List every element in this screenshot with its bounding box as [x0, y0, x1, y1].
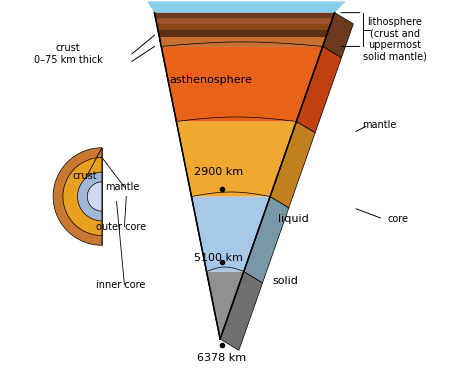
- Text: outer core: outer core: [96, 222, 146, 231]
- Text: core: core: [388, 214, 409, 224]
- Wedge shape: [63, 158, 102, 235]
- Wedge shape: [78, 172, 102, 221]
- Text: mantle: mantle: [363, 120, 397, 130]
- Polygon shape: [244, 197, 289, 283]
- Polygon shape: [158, 29, 328, 37]
- Polygon shape: [191, 197, 270, 271]
- Text: crust: crust: [73, 171, 97, 181]
- Text: lithosphere
(crust and
uppermost
solid mantle): lithosphere (crust and uppermost solid m…: [363, 17, 427, 61]
- Text: inner core: inner core: [96, 280, 146, 290]
- Polygon shape: [155, 12, 335, 46]
- Polygon shape: [155, 12, 335, 18]
- Text: crust
0–75 km thick: crust 0–75 km thick: [34, 43, 102, 65]
- Wedge shape: [87, 182, 102, 211]
- Polygon shape: [155, 18, 333, 24]
- Text: liquid: liquid: [278, 214, 309, 224]
- Text: asthenosphere: asthenosphere: [169, 75, 252, 85]
- Polygon shape: [220, 271, 263, 350]
- Polygon shape: [157, 24, 330, 29]
- Polygon shape: [161, 46, 323, 121]
- Polygon shape: [176, 121, 296, 197]
- Polygon shape: [207, 271, 244, 339]
- Text: 2900 km: 2900 km: [194, 167, 243, 177]
- Text: 5100 km: 5100 km: [194, 253, 243, 263]
- Polygon shape: [270, 121, 315, 208]
- Text: solid: solid: [273, 276, 299, 286]
- Wedge shape: [53, 148, 102, 245]
- Polygon shape: [147, 2, 346, 12]
- Text: mantle: mantle: [105, 182, 140, 192]
- Polygon shape: [159, 37, 326, 46]
- Polygon shape: [296, 46, 341, 133]
- Text: 6378 km: 6378 km: [198, 353, 246, 363]
- Polygon shape: [323, 12, 353, 58]
